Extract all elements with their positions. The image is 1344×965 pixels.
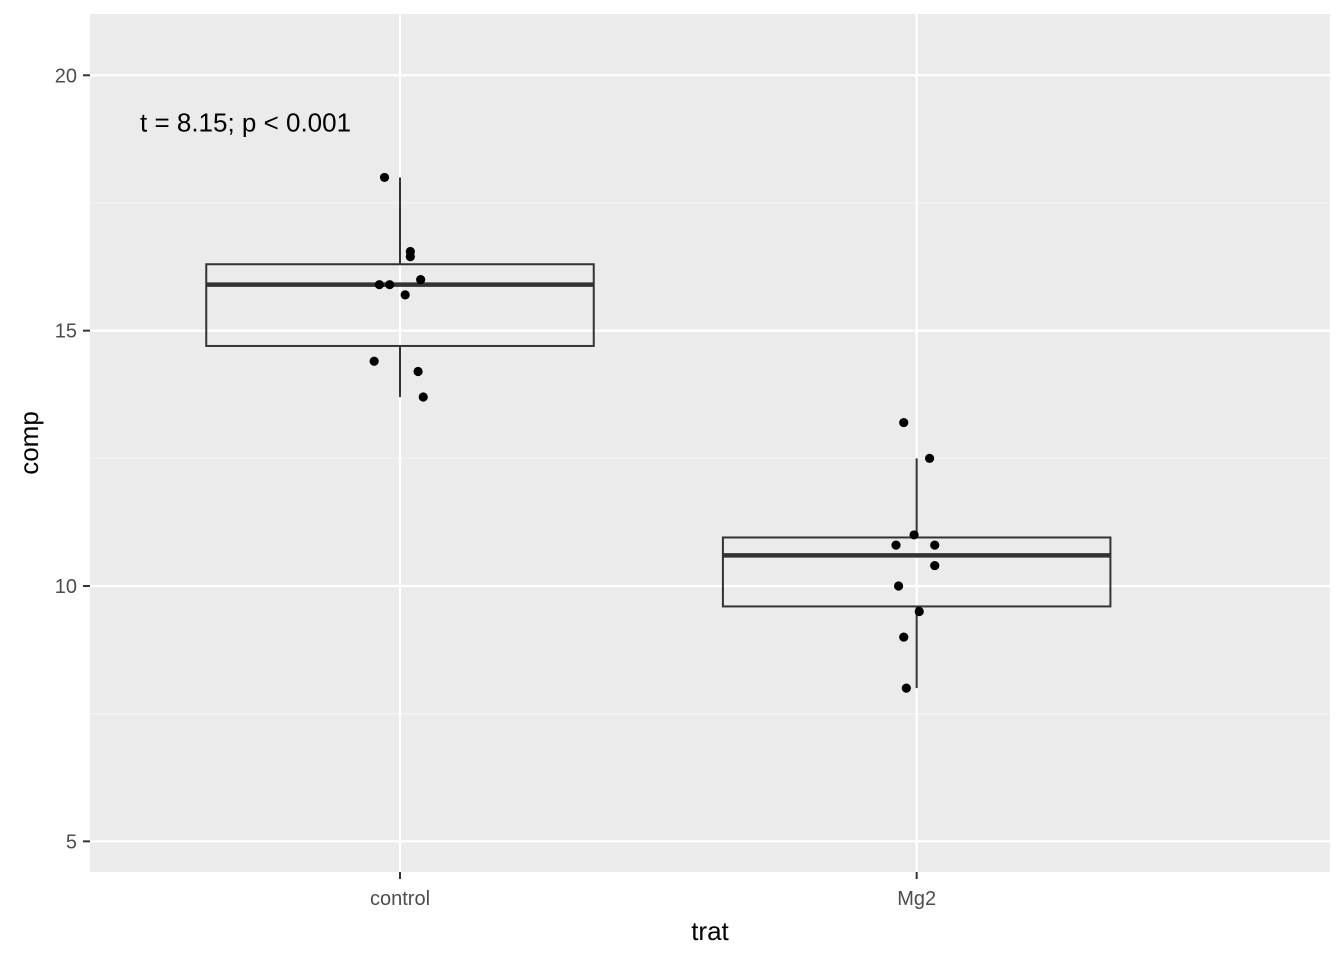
data-point (379, 172, 390, 183)
data-point (930, 540, 940, 550)
x-axis: control Mg2 (370, 872, 936, 910)
data-point (418, 392, 428, 402)
box-control (205, 177, 595, 398)
plot-panel (90, 14, 1330, 872)
y-tick-label: 20 (55, 65, 77, 87)
y-tick-label: 5 (66, 831, 77, 853)
data-point (413, 366, 423, 377)
x-axis-title: trat (691, 916, 729, 946)
data-point (405, 251, 415, 262)
data-point (369, 356, 379, 366)
y-tick-label: 15 (55, 321, 77, 343)
data-point (930, 560, 940, 571)
data-point (924, 453, 935, 463)
data-point (909, 530, 919, 540)
stat-annotation: t = 8.15; p < 0.001 (140, 107, 351, 137)
points-layer (369, 172, 940, 693)
data-point (416, 274, 426, 285)
x-tick-label: control (370, 888, 430, 910)
data-point (891, 540, 901, 550)
data-point (385, 280, 395, 290)
box-iqr (205, 263, 595, 347)
data-point (899, 632, 909, 642)
data-point (914, 606, 924, 617)
data-point (901, 683, 911, 693)
grid-minor (90, 202, 1330, 715)
boxes-layer (205, 177, 1112, 689)
y-axis-title: comp (14, 411, 44, 475)
y-axis: 5 10 15 20 (55, 65, 90, 853)
y-tick-label: 10 (55, 576, 77, 598)
data-point (899, 417, 909, 428)
data-point (893, 581, 904, 591)
grid-major (90, 14, 1330, 872)
data-point (374, 280, 384, 290)
data-point (400, 290, 410, 300)
x-tick-label: Mg2 (897, 888, 936, 910)
